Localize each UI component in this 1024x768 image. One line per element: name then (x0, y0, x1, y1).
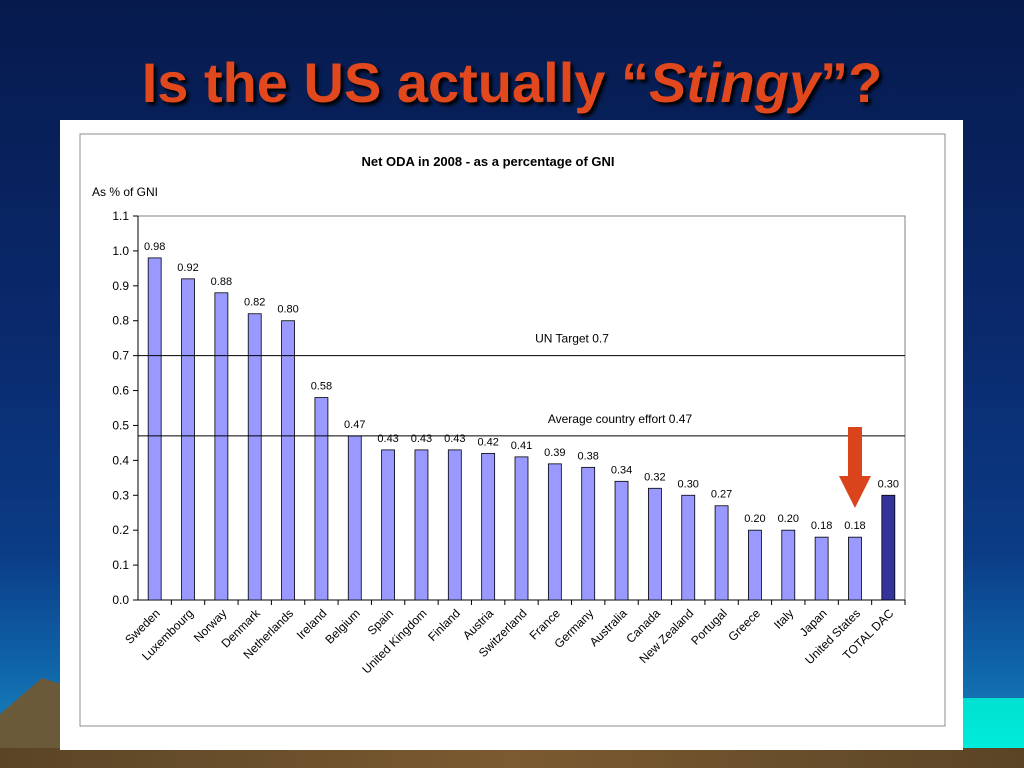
bar (614, 480, 629, 601)
annotation-arrow-shaft (847, 427, 862, 477)
bar-value-label: 0.30 (878, 478, 899, 490)
bar-value-label: 0.82 (244, 297, 265, 309)
bar (748, 529, 762, 601)
annotation-arrow-head (838, 476, 871, 508)
bar (681, 494, 696, 601)
bar-value-label: 0.47 (344, 419, 365, 431)
bar (514, 456, 529, 601)
bar (381, 449, 396, 601)
bar (314, 397, 329, 601)
bar-value-label: 0.42 (477, 436, 498, 448)
title-emphasis: Stingy (648, 51, 821, 114)
y-tick-label: 0.4 (112, 453, 129, 467)
y-tick-label: 0.2 (112, 523, 129, 537)
chart-title: Net ODA in 2008 - as a percentage of GNI (361, 154, 614, 169)
bar (214, 292, 229, 601)
y-tick-label: 0.9 (112, 279, 129, 293)
bar (247, 313, 262, 601)
y-axis-label: As % of GNI (92, 185, 158, 199)
bar-value-label: 0.20 (744, 513, 765, 525)
bar (547, 463, 562, 601)
bar-value-label: 0.92 (177, 262, 198, 274)
bar (481, 452, 496, 601)
bar-value-label: 0.38 (577, 450, 598, 462)
bar-value-label: 0.80 (277, 304, 298, 316)
bar (814, 536, 829, 601)
bar (714, 505, 729, 601)
bar (447, 449, 462, 601)
chart-area-border (79, 133, 946, 727)
reference-line-label: UN Target 0.7 (535, 332, 609, 346)
bar (181, 278, 195, 601)
bar-value-label: 0.43 (377, 433, 398, 445)
chart-panel: Net ODA in 2008 - as a percentage of GNI… (60, 120, 963, 750)
bar (347, 435, 362, 601)
y-tick-label: 0.5 (112, 418, 129, 432)
y-tick-label: 0.7 (112, 349, 129, 363)
slide-title: Is the US actually “Stingy”? (0, 48, 1024, 118)
bar (848, 536, 862, 601)
bar-value-label: 0.18 (844, 520, 865, 532)
bar (581, 466, 596, 601)
y-tick-label: 0.8 (112, 314, 129, 328)
bar-value-label: 0.98 (144, 241, 165, 253)
bar-value-label: 0.43 (444, 433, 465, 445)
title-suffix: ”? (820, 51, 883, 114)
bar-value-label: 0.32 (644, 471, 665, 483)
bar (414, 449, 429, 601)
y-tick-label: 0.3 (112, 488, 129, 502)
bar-value-label: 0.27 (711, 489, 732, 501)
bar-chart: Net ODA in 2008 - as a percentage of GNI… (79, 133, 946, 727)
bar-value-label: 0.20 (778, 513, 799, 525)
bar-value-label: 0.88 (211, 276, 232, 288)
bar-value-label: 0.41 (511, 440, 532, 452)
background-ground-strip (0, 748, 1024, 768)
y-tick-label: 0.0 (112, 593, 129, 607)
title-prefix: Is the US actually “ (141, 51, 649, 114)
bar-value-label: 0.18 (811, 520, 832, 532)
bar-value-label: 0.43 (411, 433, 432, 445)
y-tick-label: 1.1 (112, 209, 129, 223)
bar-value-label: 0.58 (311, 381, 332, 393)
bar-value-label: 0.34 (611, 464, 632, 476)
bar-value-label: 0.39 (544, 447, 565, 459)
bar-value-label: 0.30 (678, 478, 699, 490)
reference-line-label: Average country effort 0.47 (548, 412, 693, 426)
bar (281, 320, 295, 601)
bar (647, 487, 662, 601)
bar (781, 529, 796, 601)
bar (147, 257, 162, 601)
y-tick-label: 0.6 (112, 384, 129, 398)
bar (881, 494, 896, 601)
y-tick-label: 1.0 (112, 244, 129, 258)
y-tick-label: 0.1 (112, 558, 129, 572)
